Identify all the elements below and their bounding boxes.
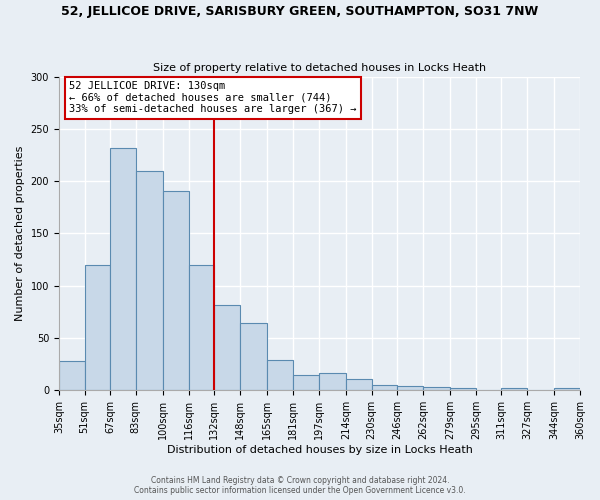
Bar [502,388,527,390]
Bar [423,387,450,390]
Y-axis label: Number of detached properties: Number of detached properties [15,146,25,321]
Bar [293,374,319,390]
Bar [346,379,371,390]
Bar [450,388,476,390]
Title: Size of property relative to detached houses in Locks Heath: Size of property relative to detached ho… [153,63,486,73]
Bar [319,372,346,390]
Bar [554,388,580,390]
Text: Contains HM Land Registry data © Crown copyright and database right 2024.
Contai: Contains HM Land Registry data © Crown c… [134,476,466,495]
Bar [268,360,293,390]
Bar [240,324,268,390]
Bar [85,265,110,390]
Bar [110,148,136,390]
Bar [371,385,397,390]
Bar [136,170,163,390]
Bar [397,386,423,390]
Bar [59,361,85,390]
X-axis label: Distribution of detached houses by size in Locks Heath: Distribution of detached houses by size … [167,445,472,455]
Bar [189,265,214,390]
Bar [214,304,240,390]
Bar [163,190,189,390]
Text: 52 JELLICOE DRIVE: 130sqm
← 66% of detached houses are smaller (744)
33% of semi: 52 JELLICOE DRIVE: 130sqm ← 66% of detac… [70,82,357,114]
Text: 52, JELLICOE DRIVE, SARISBURY GREEN, SOUTHAMPTON, SO31 7NW: 52, JELLICOE DRIVE, SARISBURY GREEN, SOU… [61,5,539,18]
